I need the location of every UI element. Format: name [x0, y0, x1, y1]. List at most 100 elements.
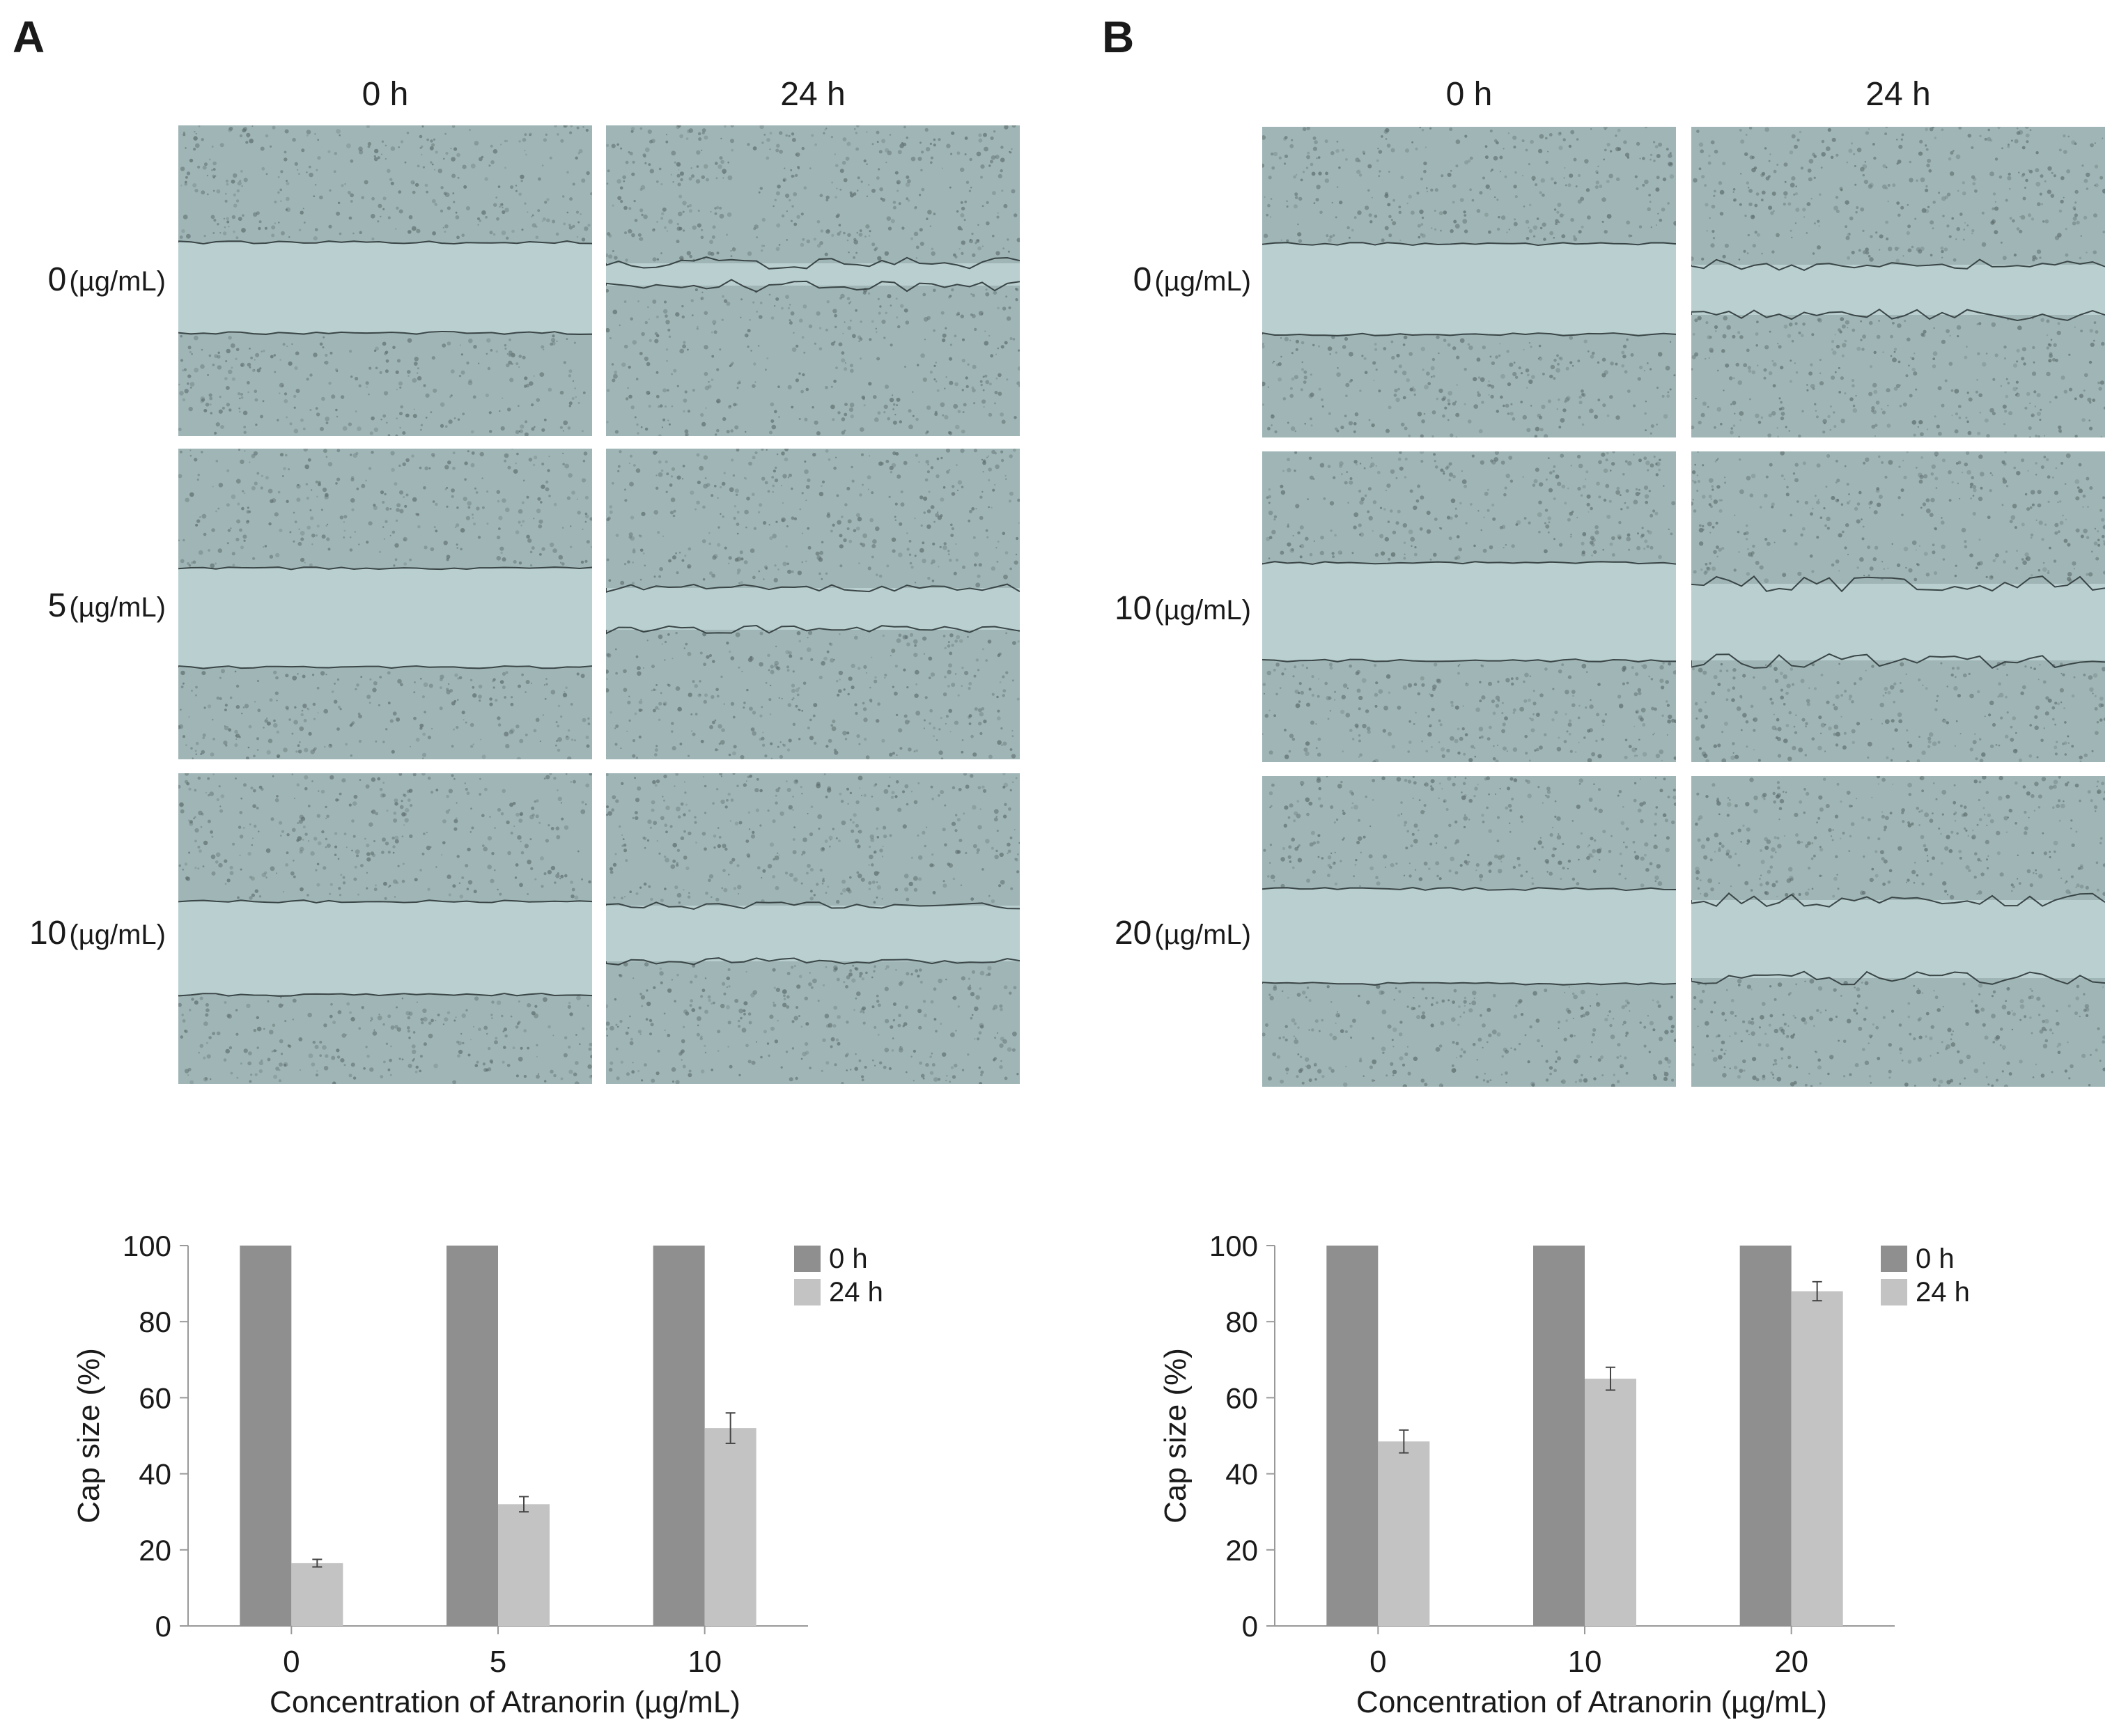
- x-tick-label: 20: [1774, 1645, 1808, 1679]
- scratch-gap: [606, 588, 1020, 630]
- scratch-image: [606, 449, 1020, 759]
- legend-label: 0 h: [1916, 1243, 1955, 1274]
- scratch-image: [1262, 451, 1676, 762]
- row-conc: 0: [1133, 261, 1152, 298]
- bar-24h: [291, 1563, 343, 1626]
- row-conc: 10: [1114, 590, 1152, 627]
- scratch-image: [178, 449, 592, 759]
- scratch-edge: [606, 279, 1020, 293]
- scratch-image: [1262, 127, 1676, 437]
- scratch-image: [606, 773, 1020, 1084]
- scratch-image: [606, 125, 1020, 436]
- legend-swatch: [794, 1246, 821, 1272]
- x-tick-label: 0: [1369, 1645, 1386, 1679]
- scratch-gap: [1691, 900, 2105, 978]
- bar-0h: [1533, 1246, 1585, 1626]
- scratch-edge: [178, 899, 592, 904]
- row-label-b-1: 0 (µg/mL): [1133, 261, 1251, 299]
- scratch-edge: [1262, 561, 1676, 565]
- scratch-gap: [1262, 563, 1676, 660]
- row-unit: (µg/mL): [1154, 266, 1251, 297]
- time-label-b-0h: 0 h: [1445, 76, 1493, 113]
- scratch-edge: [1691, 575, 2105, 593]
- y-tick-label: 100: [123, 1230, 171, 1262]
- scratch-edge: [1691, 308, 2105, 322]
- x-tick-label: 0: [283, 1645, 300, 1679]
- scratch-gap: [178, 242, 592, 333]
- y-tick-label: 80: [1225, 1305, 1258, 1338]
- scratch-gap: [1691, 265, 2105, 315]
- row-conc: 5: [47, 587, 67, 624]
- bar-0h: [447, 1246, 498, 1626]
- scratch-gap: [1262, 244, 1676, 334]
- bar-24h: [1791, 1291, 1843, 1626]
- scratch-gap: [1262, 889, 1676, 984]
- scratch-image: [1262, 776, 1676, 1087]
- scratch-edge: [606, 957, 1020, 966]
- scratch-image: [1691, 451, 2105, 762]
- x-tick-label: 10: [1568, 1645, 1602, 1679]
- row-conc: 0: [47, 261, 67, 298]
- row-unit: (µg/mL): [1154, 920, 1251, 950]
- bar-0h: [1326, 1246, 1379, 1626]
- y-tick-label: 40: [1225, 1458, 1258, 1491]
- row-label-b-2: 10 (µg/mL): [1115, 589, 1251, 628]
- y-tick-label: 40: [139, 1458, 171, 1491]
- scratch-edge: [1691, 653, 2105, 669]
- scratch-edge: [1262, 982, 1676, 986]
- row-unit: (µg/mL): [69, 266, 166, 297]
- scratch-gap: [606, 906, 1020, 961]
- scratch-edge: [1262, 658, 1676, 663]
- x-axis-label: Concentration of Atranorin (µg/mL): [1356, 1685, 1827, 1719]
- row-conc: 10: [29, 915, 67, 952]
- legend-label: 24 h: [829, 1277, 883, 1308]
- bar-chart-a: 0 20 40 60 80 100 0 5 10 Cap size (%) Concentratio…: [72, 1230, 883, 1719]
- scratch-edge: [178, 993, 592, 997]
- row-label-a-1: 0 (µg/mL): [48, 261, 166, 299]
- bar-24h: [498, 1504, 550, 1626]
- scratch-edge: [178, 330, 592, 336]
- scratch-image: [1691, 127, 2105, 437]
- y-tick-label: 60: [1225, 1381, 1258, 1414]
- y-axis-label: Cap size (%): [1158, 1348, 1193, 1524]
- x-axis-label: Concentration of Atranorin (µg/mL): [270, 1685, 740, 1719]
- scratch-edge: [178, 665, 592, 669]
- y-tick-label: 20: [139, 1534, 171, 1567]
- y-tick-label: 20: [1225, 1534, 1258, 1567]
- row-conc: 20: [1114, 915, 1152, 952]
- x-tick-label: 5: [490, 1645, 506, 1679]
- scratch-edge: [1262, 332, 1676, 337]
- scratch-gap: [178, 901, 592, 995]
- bar-24h: [1585, 1379, 1636, 1626]
- scratch-edge: [1262, 242, 1676, 247]
- y-tick-label: 80: [139, 1305, 171, 1338]
- y-tick-label: 0: [1242, 1610, 1258, 1643]
- bar-24h: [704, 1428, 756, 1626]
- panel-letter-b: B: [1102, 12, 1135, 62]
- scratch-edge: [1691, 258, 2105, 271]
- y-tick-label: 0: [155, 1610, 171, 1643]
- x-tick-label: 10: [688, 1645, 722, 1679]
- panel-letter-a: A: [13, 12, 45, 62]
- bar-0h: [1739, 1246, 1792, 1626]
- legend-swatch: [1881, 1246, 1907, 1272]
- scratch-edge: [178, 566, 592, 571]
- time-label-a-24h: 24 h: [780, 76, 846, 113]
- row-unit: (µg/mL): [1154, 595, 1251, 626]
- scratch-image: [178, 773, 592, 1084]
- bar-0h: [653, 1246, 705, 1626]
- scratch-edge: [606, 583, 1020, 593]
- scratch-gap: [1691, 584, 2105, 660]
- row-unit: (µg/mL): [69, 920, 166, 950]
- row-label-b-3: 20 (µg/mL): [1115, 914, 1251, 952]
- scratch-edge: [1262, 886, 1676, 892]
- scratch-gap: [606, 263, 1020, 286]
- bar-24h: [1378, 1441, 1430, 1626]
- scratch-edge: [606, 256, 1020, 270]
- bar-0h: [240, 1246, 292, 1626]
- y-tick-label: 100: [1209, 1230, 1258, 1262]
- scratch-edge: [178, 240, 592, 245]
- y-tick-label: 60: [139, 1381, 171, 1414]
- time-label-a-0h: 0 h: [362, 76, 409, 113]
- row-label-a-3: 10 (µg/mL): [29, 914, 166, 952]
